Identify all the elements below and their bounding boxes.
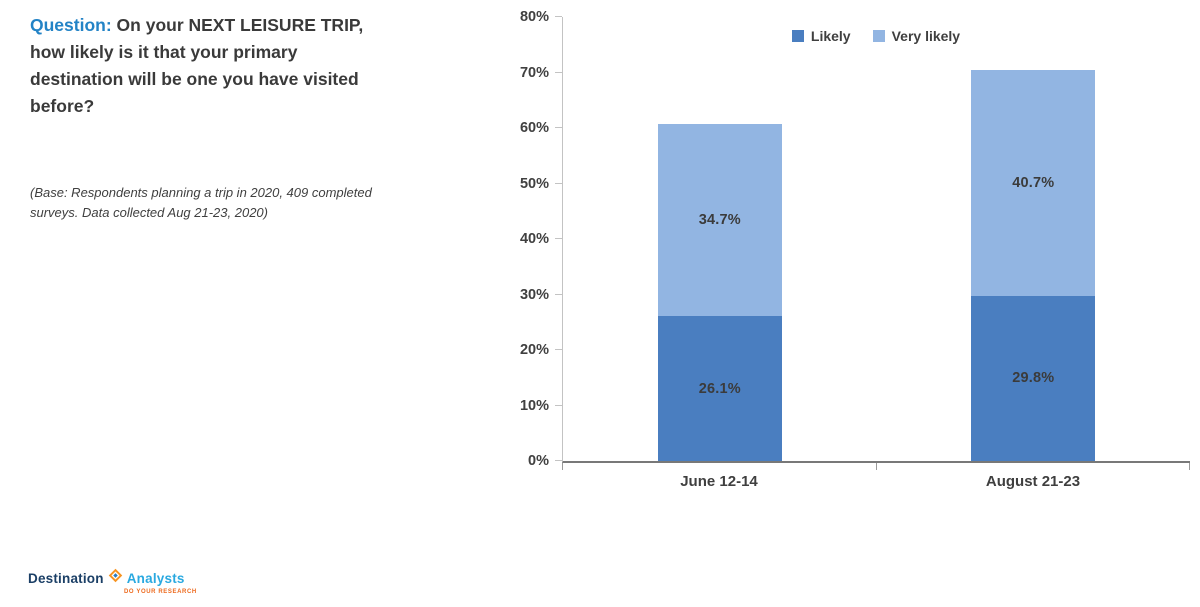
y-axis-tick-mark — [555, 127, 562, 128]
y-axis-tick-label: 10% — [519, 397, 549, 414]
x-axis-tick-mark — [562, 463, 563, 470]
logo-word-destination: Destination — [28, 570, 104, 586]
y-axis-tick-label: 60% — [519, 120, 549, 136]
category-labels: June 12-14 August 21-23 — [562, 473, 1190, 490]
y-axis-tick-mark — [555, 16, 562, 17]
plot-categories: 26.1% 34.7% 29.8% 40.7% — [563, 17, 1190, 461]
y-axis-tick-label: 50% — [519, 175, 549, 192]
y-axis-tick-label: 40% — [519, 231, 549, 247]
base-note: (Base: Respondents planning a trip in 20… — [30, 185, 372, 220]
logo-word-analysts: Analysts — [126, 570, 185, 586]
y-axis-tick-label: 80% — [519, 9, 549, 25]
data-label-likely-june-12-14: 26.1% — [698, 380, 741, 397]
legend-swatch-very-likely — [872, 30, 885, 42]
y-axis-tick-mark — [555, 182, 562, 184]
y-axis-tick-mark — [555, 349, 562, 350]
y-axis-tick-mark — [555, 293, 562, 295]
y-axis-tick-label: 30% — [519, 286, 549, 303]
data-label-very-likely-june-12-14: 34.7% — [698, 211, 741, 228]
category-column-june-12-14: 26.1% 34.7% — [563, 17, 877, 461]
x-axis-tick-mark — [875, 463, 877, 470]
y-axis-tick-label: 20% — [519, 342, 549, 358]
destination-analysts-logo: Destination Analysts DO YOUR RESEARCH — [28, 568, 197, 595]
legend-item-very-likely: Very likely — [872, 28, 961, 44]
plot-area: 26.1% 34.7% 29.8% 40.7% 0% 10% 20% 30% 40% 50% 60… — [520, 9, 1190, 470]
legend-item-likely: Likely — [791, 28, 851, 44]
legend: Likely Very likely — [562, 28, 1190, 44]
bar-segment-very-likely-august-21-23: 40.7% — [971, 69, 1096, 296]
x-axis-category-label: August 21-23 — [985, 473, 1081, 490]
y-axis-tick-mark — [555, 71, 562, 73]
y-axis-tick-mark — [555, 404, 562, 406]
y-axis-tick-label: 70% — [519, 64, 549, 81]
x-axis-category-label: June 12-14 — [680, 473, 758, 490]
legend-swatch-likely — [791, 30, 804, 42]
logo-tagline: DO YOUR RESEARCH — [124, 589, 197, 595]
legend-label-very-likely: Very likely — [891, 28, 961, 44]
bar-stack-august-21-23: 29.8% 40.7% — [971, 17, 1096, 461]
bar-segment-likely-june-12-14: 26.1% — [657, 316, 782, 461]
data-label-likely-august-21-23: 29.8% — [1012, 370, 1055, 387]
y-axis-tick-mark — [555, 460, 562, 461]
bar-segment-very-likely-june-12-14: 34.7% — [657, 123, 782, 317]
category-column-august-21-23: 29.8% 40.7% — [877, 17, 1191, 461]
question-body: On your NEXT LEISURE TRIP, how likely is… — [30, 15, 364, 116]
question-label: Question: — [30, 15, 112, 35]
legend-label-likely: Likely — [810, 28, 851, 44]
y-axis-tick-label: 0% — [528, 453, 549, 469]
data-label-very-likely-august-21-23: 40.7% — [1012, 174, 1055, 191]
bar-stack-june-12-14: 26.1% 34.7% — [657, 17, 782, 461]
x-axis-tick-mark — [1189, 463, 1190, 470]
question-text: Question: On your NEXT LEISURE TRIP, how… — [30, 12, 395, 120]
bar-segment-likely-august-21-23: 29.8% — [971, 295, 1096, 461]
y-axis-tick-mark — [555, 238, 562, 239]
logo-row: Destination Analysts — [28, 568, 197, 588]
diamond-logo-icon — [108, 568, 123, 588]
